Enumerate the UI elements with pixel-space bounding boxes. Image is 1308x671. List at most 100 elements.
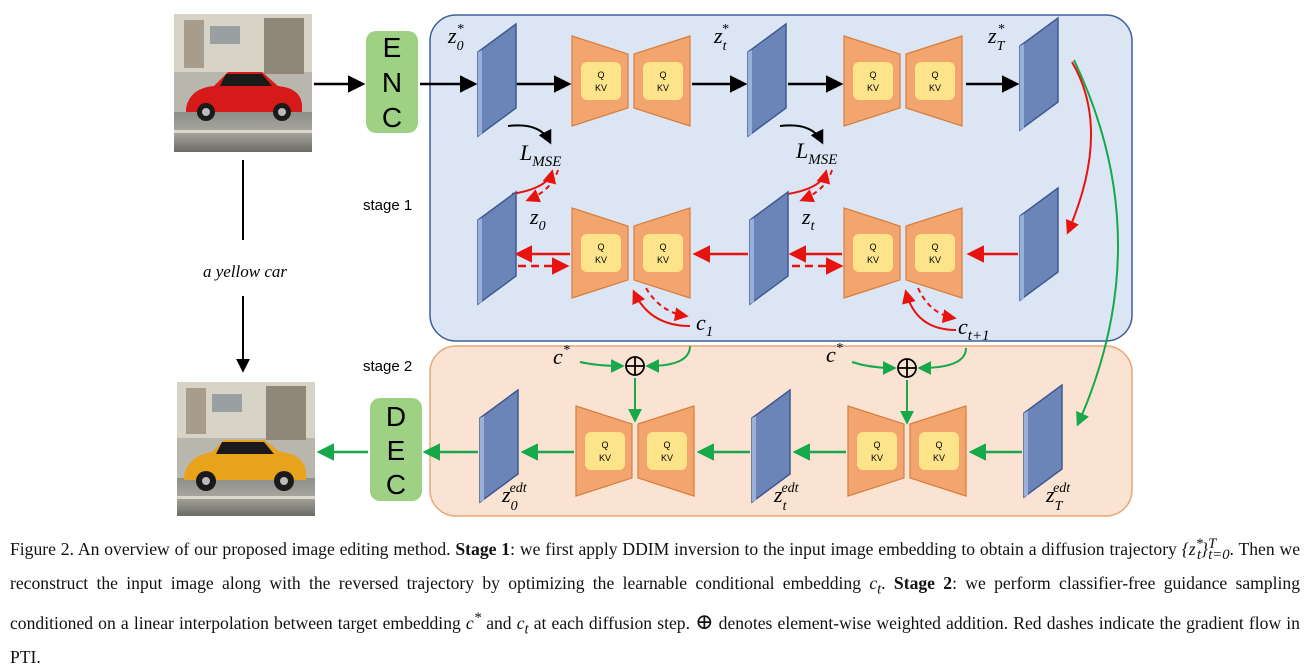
oplus-symbol-2 xyxy=(897,358,917,378)
caption-part1: : we first apply DDIM inversion to the i… xyxy=(510,538,1177,559)
attention-kv-label: KV xyxy=(661,453,673,463)
attention-kv-label: KV xyxy=(867,83,879,93)
attention-block xyxy=(919,432,959,470)
attention-block xyxy=(915,234,955,272)
decoder-letter-3: C xyxy=(386,469,406,500)
attention-block xyxy=(581,234,621,272)
attention-block xyxy=(853,234,893,272)
red-curve-zt-to-lmse xyxy=(787,169,831,195)
unet-stage2-1: Q KV Q KV xyxy=(575,405,695,497)
red-dash-lmse-to-zt xyxy=(799,169,833,203)
encoder-letter-1: E xyxy=(383,32,402,63)
attention-q-label: Q xyxy=(931,242,938,252)
unet-stage2-2: Q KV Q KV xyxy=(847,405,967,497)
label-z0: z0 xyxy=(529,204,546,234)
latent-z0-edt-edge xyxy=(480,416,484,502)
attention-block xyxy=(857,432,897,470)
attention-kv-label: KV xyxy=(595,255,607,265)
latent-zt-edt-edge xyxy=(752,416,756,502)
caption-ct: ct xyxy=(869,573,882,598)
attention-q-label: Q xyxy=(597,242,604,252)
input-car-image xyxy=(174,14,312,152)
attention-kv-label: KV xyxy=(599,453,611,463)
attention-q-label: Q xyxy=(659,242,666,252)
attention-q-label: Q xyxy=(869,70,876,80)
latent-zt-edge xyxy=(750,218,754,304)
method-overview-diagram: a yellow car E N C D E C xyxy=(174,14,1133,517)
attention-block xyxy=(643,234,683,272)
red-curve-c1 xyxy=(632,289,691,327)
green-curve-c1-1 xyxy=(645,345,691,373)
attention-kv-label: KV xyxy=(871,453,883,463)
decoder-block xyxy=(370,398,422,501)
label-z0-edt: z0edt xyxy=(501,481,528,514)
red-dash-c1 xyxy=(645,287,689,322)
attention-q-label: Q xyxy=(663,440,670,450)
caption-cstar: c* xyxy=(465,609,482,633)
figure-caption: Figure 2. An overview of our proposed im… xyxy=(10,530,1300,671)
red-dash-lmse-to-z0 xyxy=(525,169,559,203)
attention-q-label: Q xyxy=(869,242,876,252)
attention-q-label: Q xyxy=(659,70,666,80)
label-cstar-1: c* xyxy=(553,343,570,369)
red-arc-zT xyxy=(1066,61,1092,235)
attention-q-label: Q xyxy=(873,440,880,450)
attention-kv-label: KV xyxy=(933,453,945,463)
label-zt-star: zt* xyxy=(713,22,728,54)
attention-q-label: Q xyxy=(601,440,608,450)
attention-kv-label: KV xyxy=(867,255,879,265)
unet-stage1-rev-1: Q KV Q KV xyxy=(571,207,691,299)
red-curve-ct1 xyxy=(902,289,957,331)
label-ct1: ct+1 xyxy=(958,314,990,344)
label-lmse-2: LMSE xyxy=(795,138,837,168)
attention-q-label: Q xyxy=(931,70,938,80)
red-dash-ct1 xyxy=(917,287,957,324)
decoder-letter-2: E xyxy=(387,435,406,466)
caption-stage2: Stage 2 xyxy=(893,573,953,594)
mse-arrow-1 xyxy=(507,124,552,145)
attention-block xyxy=(585,432,625,470)
output-car-image xyxy=(177,382,315,516)
caption-part5: and xyxy=(486,612,512,633)
latent-zT-edt-edge xyxy=(1024,411,1028,497)
stage2-label: stage 2 xyxy=(363,358,412,375)
caption-ct2: ct xyxy=(516,612,529,638)
red-curve-z0-to-lmse xyxy=(511,169,557,195)
attention-block xyxy=(647,432,687,470)
green-curve-cstar-1 xyxy=(579,358,625,373)
unet-stage1-top-2: Q KV Q KV xyxy=(843,35,963,127)
attention-kv-label: KV xyxy=(657,255,669,265)
green-arc-zT xyxy=(1073,59,1119,427)
latent-zT-edge xyxy=(1020,214,1024,300)
label-lmse-1: LMSE xyxy=(519,140,561,170)
green-curve-c1-2 xyxy=(917,347,967,375)
attention-block xyxy=(581,62,621,100)
attention-kv-label: KV xyxy=(657,83,669,93)
unet-stage1-rev-2: Q KV Q KV xyxy=(843,207,963,299)
latent-z0-edge xyxy=(478,218,482,304)
stage1-label: stage 1 xyxy=(363,197,412,214)
latent-zT-star-edge xyxy=(1020,44,1024,130)
label-c1: c1 xyxy=(696,310,713,340)
caption-fig: Figure 2. An overview of our proposed im… xyxy=(10,538,451,559)
mse-arrow-2 xyxy=(779,124,824,145)
attention-kv-label: KV xyxy=(929,83,941,93)
label-zt-edt: ztedt xyxy=(773,481,800,514)
caption-trajectory: {z*t}Tt=0 xyxy=(1181,536,1230,564)
attention-block xyxy=(643,62,683,100)
label-z0-star: z0* xyxy=(447,22,464,54)
label-cstar-2: c* xyxy=(826,341,843,367)
caption-part6: at each diffusion step. xyxy=(533,612,690,633)
latent-z0-star-edge xyxy=(478,50,482,136)
label-zT-star: zT* xyxy=(987,22,1006,54)
encoder-letter-2: N xyxy=(382,67,402,98)
caption-part3: . xyxy=(881,573,886,594)
green-curve-cstar-2 xyxy=(851,360,897,375)
encoder-block xyxy=(366,31,418,133)
label-zt: zt xyxy=(801,204,816,234)
latent-zt-star-edge xyxy=(748,50,752,136)
caption-part2: . Then we reconstruct the input image al… xyxy=(10,538,1301,594)
attention-kv-label: KV xyxy=(929,255,941,265)
label-zT-edt: zTedt xyxy=(1045,481,1071,514)
decoder-letter-1: D xyxy=(386,401,406,432)
